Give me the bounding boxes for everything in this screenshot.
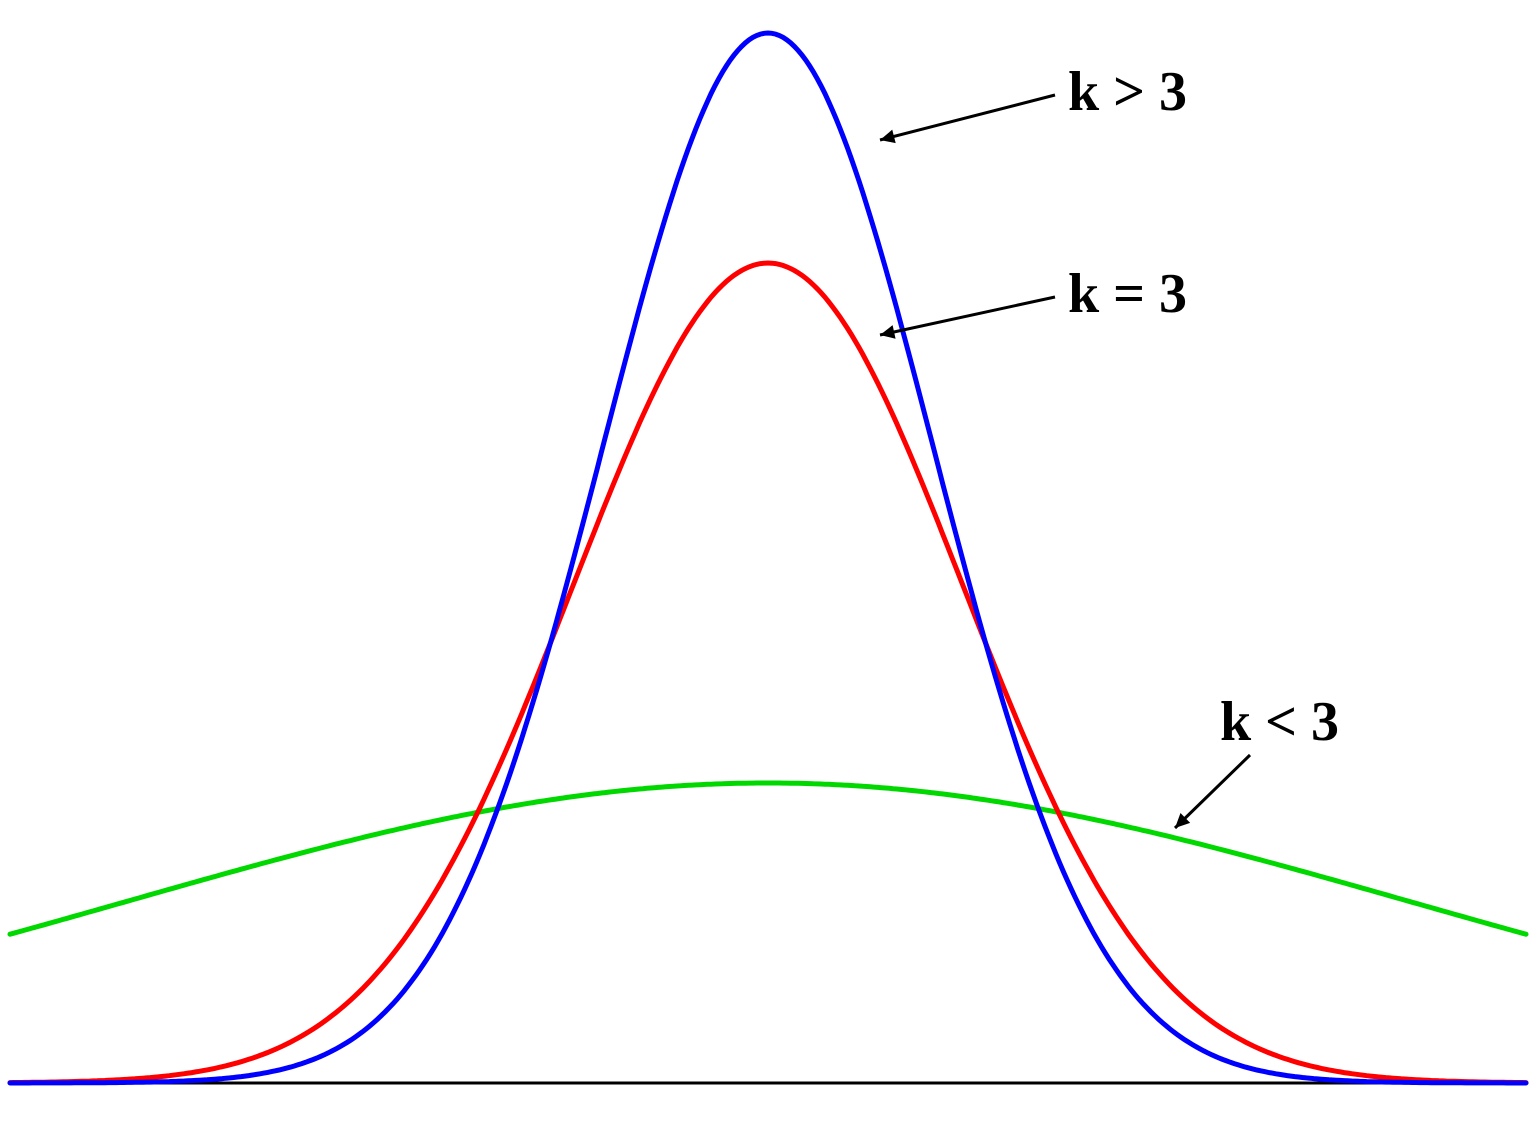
annotation-arrow-head (880, 130, 896, 143)
curve-mesokurtic (10, 263, 1526, 1083)
annotation-arrow-line (880, 297, 1055, 335)
label-mesokurtic: k = 3 (1068, 262, 1187, 326)
curve-leptokurtic (10, 33, 1526, 1083)
kurtosis-chart: k > 3 k = 3 k < 3 (0, 0, 1536, 1135)
annotation-arrow-line (1175, 755, 1250, 828)
annotation-arrow-line (880, 95, 1055, 140)
curve-platykurtic (10, 783, 1526, 934)
annotation-arrow-head (880, 325, 896, 339)
chart-svg (0, 0, 1536, 1135)
label-platykurtic: k < 3 (1220, 690, 1339, 754)
label-leptokurtic: k > 3 (1068, 60, 1187, 124)
